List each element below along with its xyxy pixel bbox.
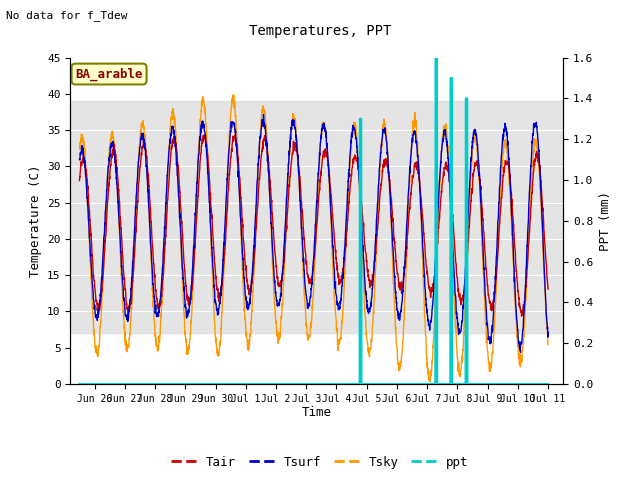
X-axis label: Time: Time xyxy=(302,407,332,420)
Text: Temperatures, PPT: Temperatures, PPT xyxy=(249,24,391,38)
Text: No data for f_Tdew: No data for f_Tdew xyxy=(6,10,128,21)
Y-axis label: Temperature (C): Temperature (C) xyxy=(29,165,42,277)
Text: BA_arable: BA_arable xyxy=(76,67,143,81)
Y-axis label: PPT (mm): PPT (mm) xyxy=(599,191,612,251)
Bar xyxy=(70,101,563,333)
Legend: Tair, Tsurf, Tsky, ppt: Tair, Tsurf, Tsky, ppt xyxy=(166,451,474,474)
